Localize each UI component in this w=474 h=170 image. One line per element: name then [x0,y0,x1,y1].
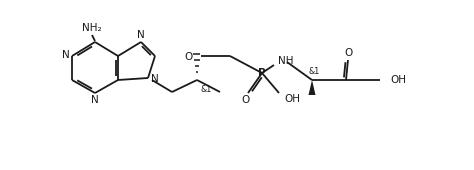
Text: NH₂: NH₂ [82,23,102,33]
Text: &1: &1 [201,84,211,94]
Text: N: N [151,74,159,84]
Text: O: O [345,48,353,58]
Text: P: P [258,68,266,78]
Text: OH: OH [284,94,300,104]
Text: OH: OH [390,75,406,85]
Text: N: N [137,30,145,40]
Text: O: O [185,52,193,62]
Text: NH: NH [278,56,293,66]
Text: N: N [62,50,70,60]
Text: N: N [91,95,99,105]
Text: &1: &1 [309,66,319,75]
Polygon shape [309,80,316,95]
Text: O: O [242,95,250,105]
